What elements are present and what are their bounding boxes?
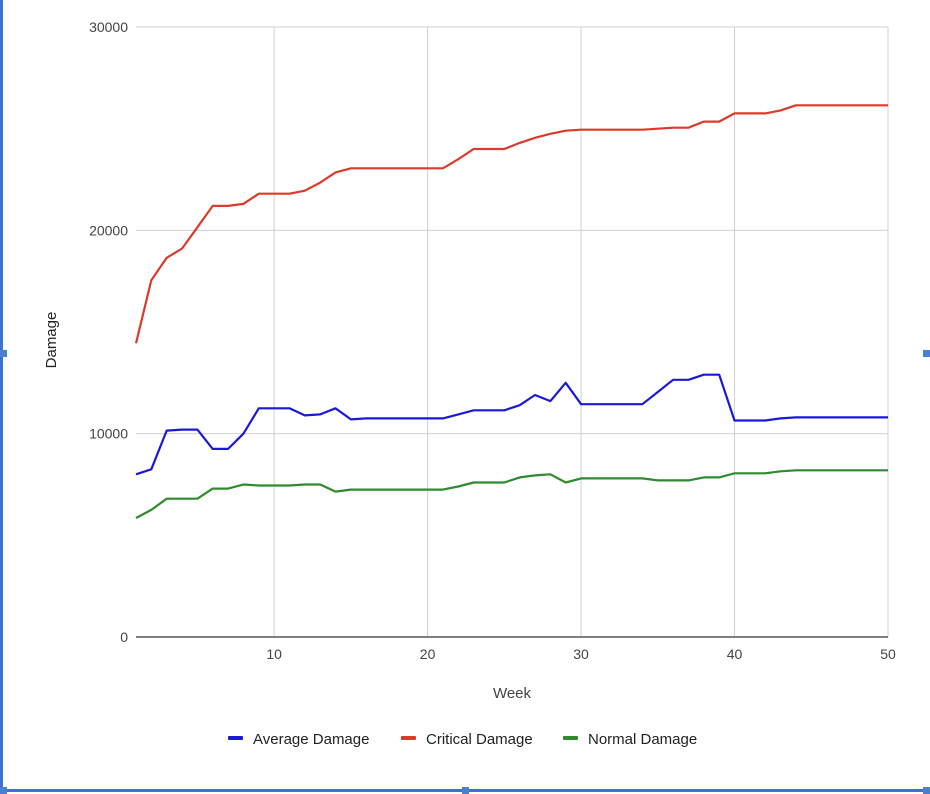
series-line-0 bbox=[135, 373, 888, 476]
gridlines bbox=[136, 26, 889, 637]
y-tick-label: 20000 bbox=[89, 222, 128, 238]
selection-border-left bbox=[0, 0, 3, 794]
legend-label-0: Average Damage bbox=[253, 731, 369, 748]
resize-handle-bottom-right[interactable] bbox=[923, 787, 930, 794]
series-lines bbox=[134, 104, 888, 519]
legend-swatch-1 bbox=[401, 736, 416, 740]
legend-label-2: Normal Damage bbox=[588, 731, 697, 748]
series-line-2 bbox=[135, 469, 888, 519]
y-tick-label: 0 bbox=[120, 629, 128, 645]
resize-handle-left[interactable] bbox=[0, 350, 7, 357]
x-tick-label: 50 bbox=[880, 646, 896, 662]
legend: Average Damage Critical Damage Normal Dama… bbox=[228, 731, 697, 748]
y-axis-label: Damage bbox=[43, 312, 60, 369]
resize-handle-bottom[interactable] bbox=[462, 787, 469, 794]
y-tick-label: 10000 bbox=[89, 426, 128, 442]
x-tick-label: 30 bbox=[573, 646, 589, 662]
legend-label-1: Critical Damage bbox=[426, 731, 533, 748]
x-tick-label: 10 bbox=[266, 646, 282, 662]
x-tick-label: 20 bbox=[420, 646, 436, 662]
resize-handle-right[interactable] bbox=[923, 350, 930, 357]
x-tick-label: 40 bbox=[727, 646, 743, 662]
legend-swatch-2 bbox=[563, 736, 578, 740]
legend-swatch-0 bbox=[228, 736, 243, 740]
resize-handle-bottom-left[interactable] bbox=[0, 787, 7, 794]
series-line-1 bbox=[134, 104, 888, 344]
x-axis-label: Week bbox=[493, 685, 532, 702]
tick-labels: 0 10000 20000 30000 10 20 30 40 50 bbox=[89, 19, 896, 662]
y-tick-label: 30000 bbox=[89, 19, 128, 35]
